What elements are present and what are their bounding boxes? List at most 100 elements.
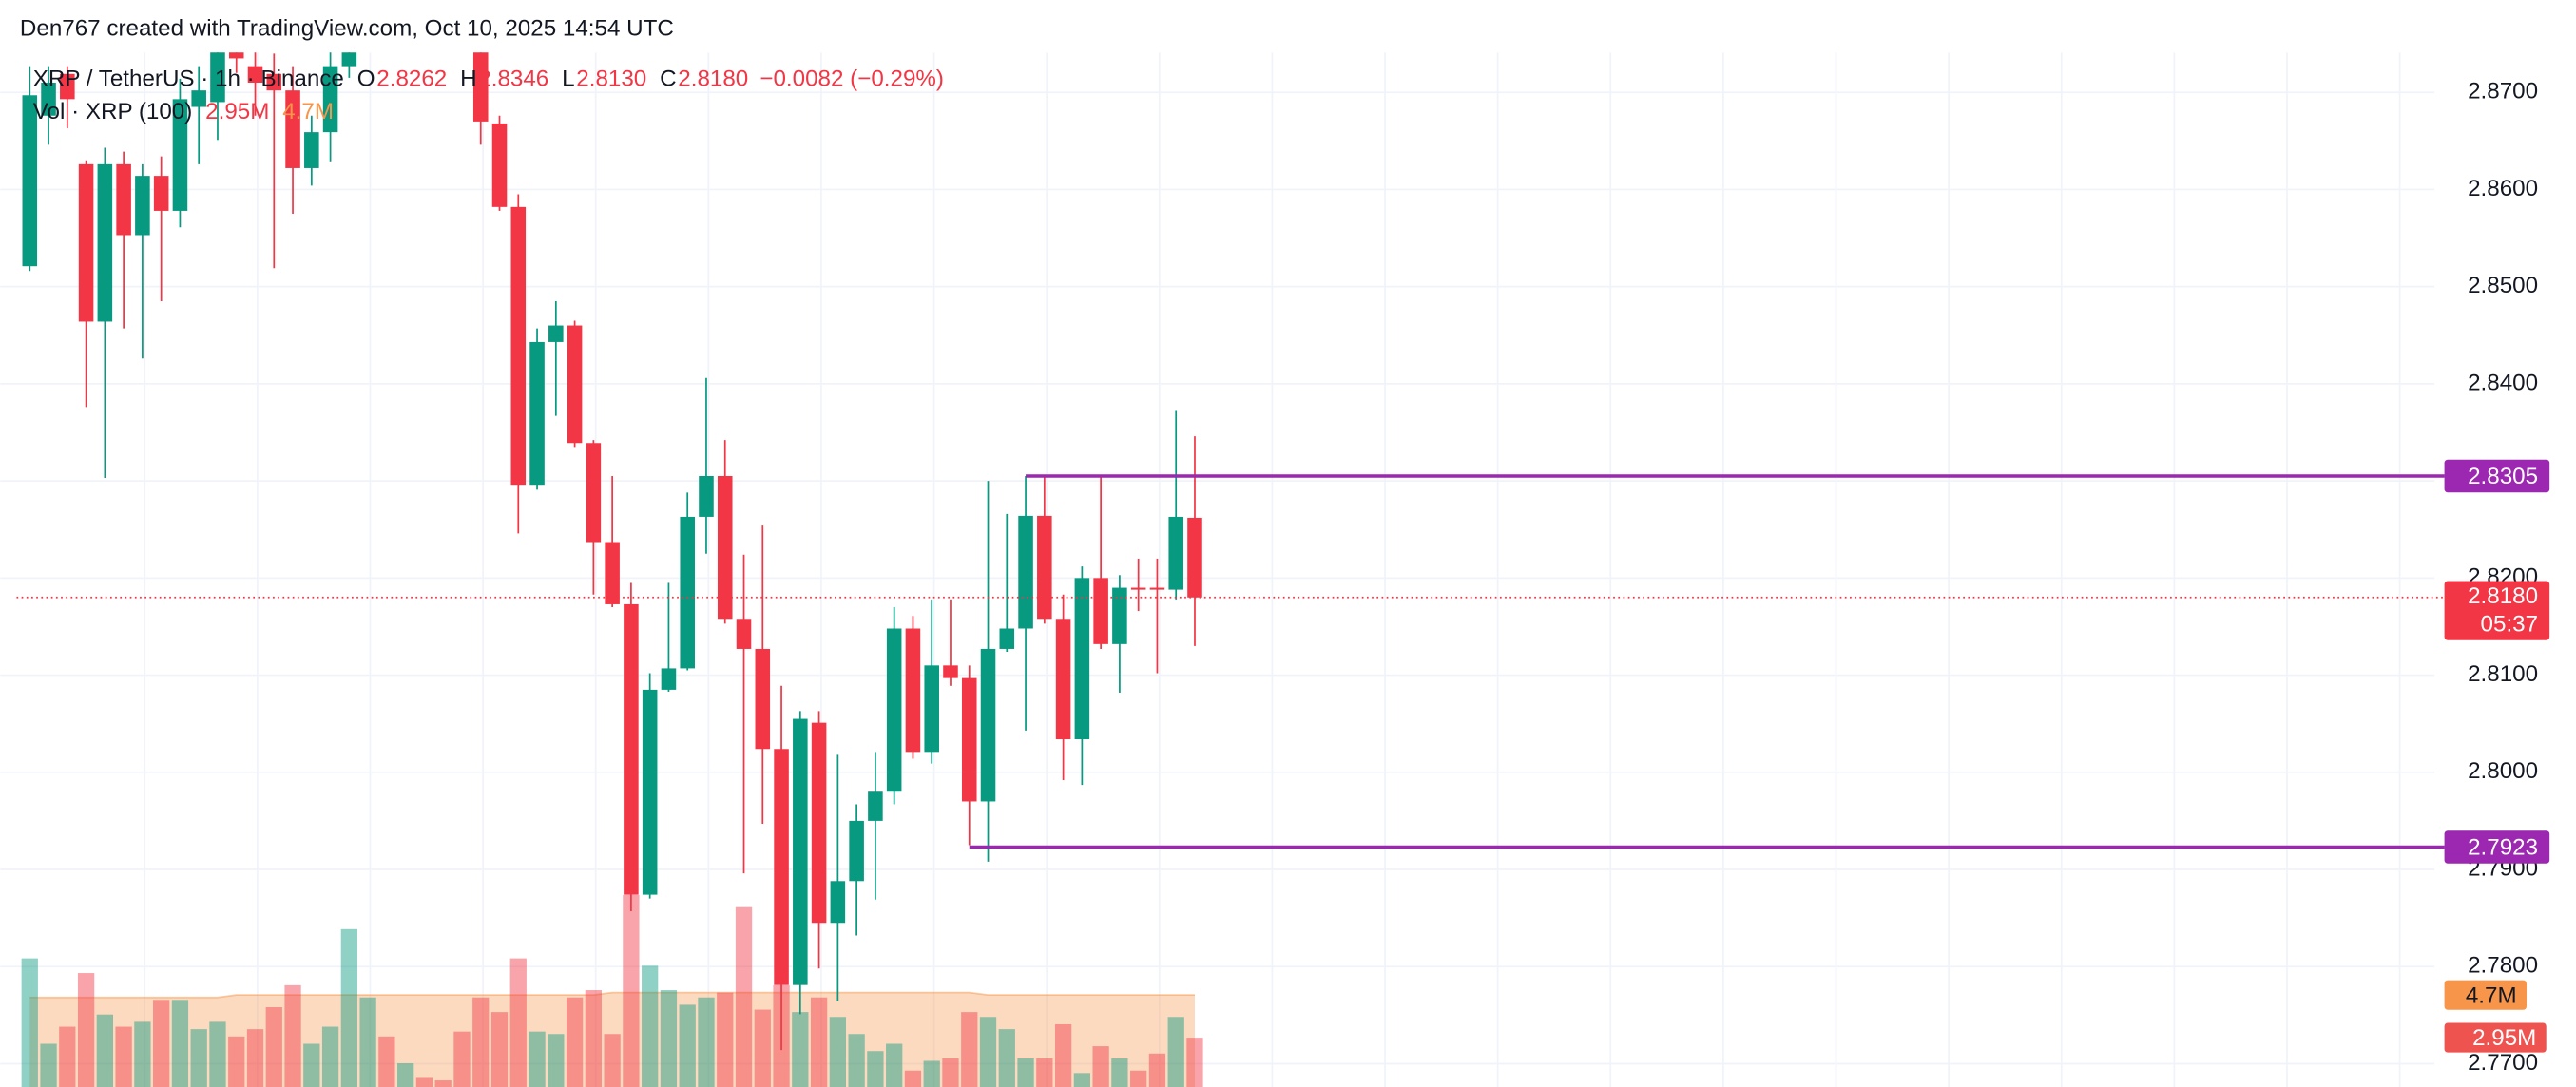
candle-body [1074, 578, 1090, 740]
candle-body [1093, 578, 1108, 644]
candle-body [228, 52, 244, 59]
candle-body [60, 73, 75, 100]
ohlc-key: O [357, 67, 375, 92]
symbol-legend: XRP / TetherUS · 1h · Binance O 2.8262 H 2.8… [33, 67, 944, 92]
volume-bar [604, 1034, 621, 1087]
y-tick-label: 2.7800 [2468, 953, 2538, 979]
candle-body [548, 325, 564, 342]
candle-body [699, 476, 714, 517]
volume-bar [810, 997, 828, 1087]
volume-bar [171, 1000, 189, 1087]
candle-body [811, 722, 827, 924]
candle-body [285, 90, 300, 168]
candle-body [980, 648, 996, 802]
volume-bar [754, 1009, 771, 1087]
volume-bar [96, 1014, 113, 1087]
volume-bar [509, 958, 527, 1087]
volume-bar [190, 1029, 207, 1087]
y-tick-label: 2.8500 [2468, 273, 2538, 298]
volume-bar [698, 997, 715, 1087]
volume-bar [303, 1043, 320, 1087]
y-tick-label: 2.8100 [2468, 661, 2538, 687]
candle-body [1018, 515, 1033, 629]
candle-body [266, 73, 282, 91]
volume-axis-label: 2.95M [2472, 1025, 2536, 1051]
ohlc-key: C [660, 67, 676, 92]
volume-name: Vol · XRP (100) [33, 100, 193, 125]
volume-bar [566, 997, 584, 1087]
volume-bar [942, 1058, 959, 1087]
volume-bar [397, 1063, 414, 1087]
candle-body [1112, 587, 1127, 644]
candle-body [943, 665, 958, 678]
volume-bar [246, 1029, 264, 1087]
volume-bar [321, 1026, 339, 1087]
y-tick-label: 2.8400 [2468, 370, 2538, 395]
ohlc-value: 2.8262 [376, 67, 447, 92]
volume-bar [961, 1012, 978, 1087]
volume-ma-box [2444, 980, 2527, 1010]
ohlc-key: L [562, 67, 574, 92]
volume-bar [979, 1017, 997, 1087]
candle-body [999, 628, 1015, 649]
volume-bar [453, 1031, 471, 1087]
volume-bar [623, 894, 640, 1087]
volume-bar [115, 1026, 132, 1087]
y-tick-label: 2.8000 [2468, 758, 2538, 784]
candle-body [116, 163, 131, 236]
level-label: 2.7923 [2468, 835, 2538, 861]
volume-bar [1073, 1073, 1091, 1087]
candle-body [78, 163, 94, 322]
countdown-label: 05:37 [2481, 612, 2539, 638]
candle-body [210, 52, 225, 103]
volume-bar [1054, 1023, 1072, 1087]
volume-bar [1092, 1046, 1109, 1087]
candle-body [153, 176, 169, 211]
y-tick-label: 2.8600 [2468, 176, 2538, 201]
volume-bar [886, 1043, 903, 1087]
candle-body [1055, 619, 1071, 740]
volume-bar [998, 1029, 1015, 1087]
candle-body [1149, 587, 1165, 590]
volume-bar [1111, 1058, 1128, 1087]
volume-ma-line [29, 991, 1195, 999]
symbol-name: XRP / TetherUS · 1h · Binance [33, 67, 344, 92]
candle-body [755, 648, 771, 750]
volume-bar [679, 1004, 696, 1087]
ohlc-value: 2.8130 [576, 67, 646, 92]
ohlc-value: 2.8346 [478, 67, 548, 92]
volume-bar [21, 958, 38, 1087]
level-label-box [2444, 459, 2550, 493]
candle-body [510, 206, 527, 486]
volume-bar [829, 1017, 847, 1087]
volume-bar [415, 1077, 433, 1087]
candle-body [322, 66, 338, 133]
volume-ma-value: 4.7M [282, 100, 334, 125]
plot-area [0, 52, 2435, 1087]
last-price-label: 2.8180 [2468, 583, 2538, 609]
volume-bar [1130, 1070, 1147, 1087]
candle-body [529, 341, 545, 486]
candle-body [1130, 587, 1146, 590]
y-tick-label: 2.7700 [2468, 1050, 2538, 1076]
candle-body [849, 820, 864, 882]
candle-body [680, 516, 695, 669]
candle-body [717, 476, 733, 620]
volume-bar [134, 1021, 151, 1087]
volume-bar [1148, 1053, 1166, 1087]
volume-bar [40, 1043, 57, 1087]
candle-body [1187, 517, 1202, 598]
level-label-box [2444, 830, 2550, 864]
candle-body [41, 82, 56, 116]
candle-body [624, 603, 639, 895]
volume-bar [923, 1060, 940, 1087]
volume-bar [642, 965, 659, 1087]
volume-bar [340, 928, 357, 1087]
last-price-box [2444, 581, 2550, 640]
candle-body [830, 881, 846, 924]
ohlc-key: H [460, 67, 476, 92]
candle-body [491, 123, 508, 207]
